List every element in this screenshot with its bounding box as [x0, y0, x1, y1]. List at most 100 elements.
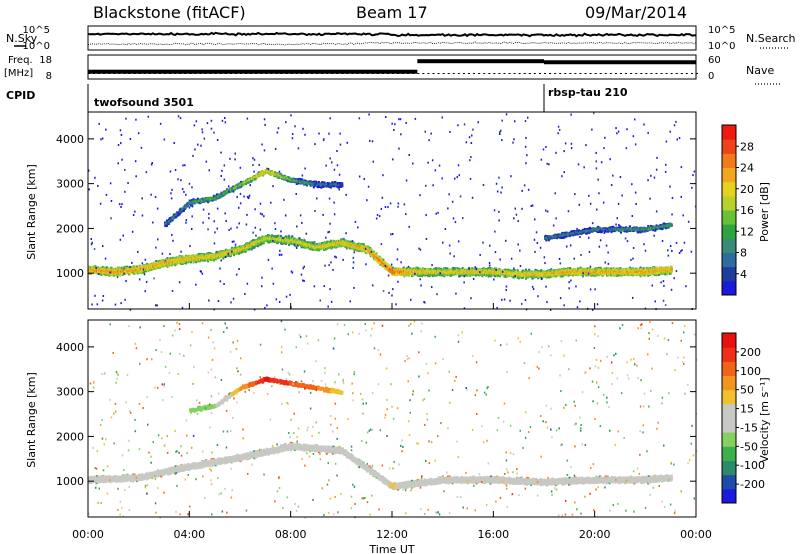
nave-dot: [144, 73, 146, 74]
noise-panel: [88, 26, 696, 50]
nave-dot: [311, 73, 313, 74]
nave-dot: [559, 73, 561, 74]
nave-dot: [534, 73, 536, 74]
nave-dot: [478, 73, 480, 74]
nave-dot: [539, 73, 541, 74]
nave-dot: [377, 73, 379, 74]
nave-dot: [235, 73, 237, 74]
nave-dot: [357, 73, 359, 74]
nave-dot: [483, 73, 485, 74]
nave-dot: [655, 73, 657, 74]
nave-dot: [574, 73, 576, 74]
nave-dot: [402, 73, 404, 74]
nave-dot: [407, 73, 409, 74]
nave-dot: [184, 73, 186, 74]
nave-dot: [635, 73, 637, 74]
nave-dot: [417, 73, 419, 74]
nave-dot: [696, 73, 698, 74]
nave-dot: [159, 73, 161, 74]
heatmap-cell: [127, 266, 129, 268]
nave-dot: [630, 73, 632, 74]
nave-dot: [154, 73, 156, 74]
nave-dot: [215, 73, 217, 74]
freq-lines: [88, 59, 698, 74]
cpid-segment-2: rbsp-tau 210: [548, 86, 628, 99]
nave-dot: [265, 73, 267, 74]
noise-lines: [88, 33, 696, 45]
nave-dot: [296, 73, 298, 74]
nave-dot: [372, 73, 374, 74]
nave-dot: [595, 73, 597, 74]
nave-dot: [281, 73, 283, 74]
freq-unit-label: [MHz]: [4, 68, 33, 79]
nave-dot: [134, 73, 136, 74]
nave-dot: [549, 73, 551, 74]
beam-title: Beam 17: [356, 3, 428, 22]
nave-dot: [88, 73, 90, 74]
nave-dot: [620, 73, 622, 74]
freq-label: Freq.: [8, 55, 33, 66]
nave-dot: [189, 73, 191, 74]
nave-dot: [362, 73, 364, 74]
cpid-label: CPID: [6, 89, 35, 102]
nave-dot: [113, 73, 115, 74]
heatmap-cell: [143, 271, 145, 273]
nave-dot: [509, 73, 511, 74]
nave-dot: [579, 73, 581, 74]
nave-dot: [245, 73, 247, 74]
nave-dot: [108, 73, 110, 74]
nave-dot: [625, 73, 627, 74]
nave-dot: [544, 73, 546, 74]
freq-panel: [88, 55, 696, 79]
nave-dot: [458, 73, 460, 74]
station-title: Blackstone (fitACF): [93, 3, 246, 22]
nave-dot: [433, 73, 435, 74]
nave-dot: [316, 73, 318, 74]
nave-dot: [260, 73, 262, 74]
power-heatmap-cells: [88, 112, 696, 311]
nave-dot: [174, 73, 176, 74]
nave-dot: [139, 73, 141, 74]
nave-dot: [488, 73, 490, 74]
nave-dot: [640, 73, 642, 74]
noise-tick-right-top: 10^5: [708, 25, 735, 36]
nave-dot: [275, 73, 277, 74]
nave-dot: [367, 73, 369, 74]
noise-tick-left-top: 10^5: [23, 25, 50, 36]
nave-dot: [93, 73, 95, 74]
nave-dot: [615, 73, 617, 74]
nave-dot: [286, 73, 288, 74]
heatmap-cell: [222, 258, 224, 260]
nave-dot: [210, 73, 212, 74]
nave-dot: [438, 73, 440, 74]
nave-dot: [412, 73, 414, 74]
nave-dot: [524, 73, 526, 74]
noise-sky-line: [88, 33, 696, 36]
nave-dot: [326, 73, 328, 74]
nave-dot: [503, 73, 505, 74]
freq-segment-3: [544, 60, 696, 64]
nave-dot: [564, 73, 566, 74]
nave-dot: [671, 73, 673, 74]
nave-tick-top: 60: [708, 55, 721, 66]
nave-dot: [199, 73, 201, 74]
nave-dot: [676, 73, 678, 74]
nave-dot: [514, 73, 516, 74]
nave-dot: [468, 73, 470, 74]
nave-dot: [392, 73, 394, 74]
nave-dot: [498, 73, 500, 74]
nave-dot: [220, 73, 222, 74]
nave-dot: [129, 73, 131, 74]
nave-dot: [493, 73, 495, 74]
nave-dot: [321, 73, 323, 74]
noise-tick-right-bottom: 10^0: [708, 41, 735, 52]
nave-dot: [443, 73, 445, 74]
nave-dot: [387, 73, 389, 74]
nave-dot: [448, 73, 450, 74]
nave-dot: [397, 73, 399, 74]
nave-dot: [341, 73, 343, 74]
nave-dot: [250, 73, 252, 74]
nave-dot: [473, 73, 475, 74]
nave-dot: [691, 73, 693, 74]
